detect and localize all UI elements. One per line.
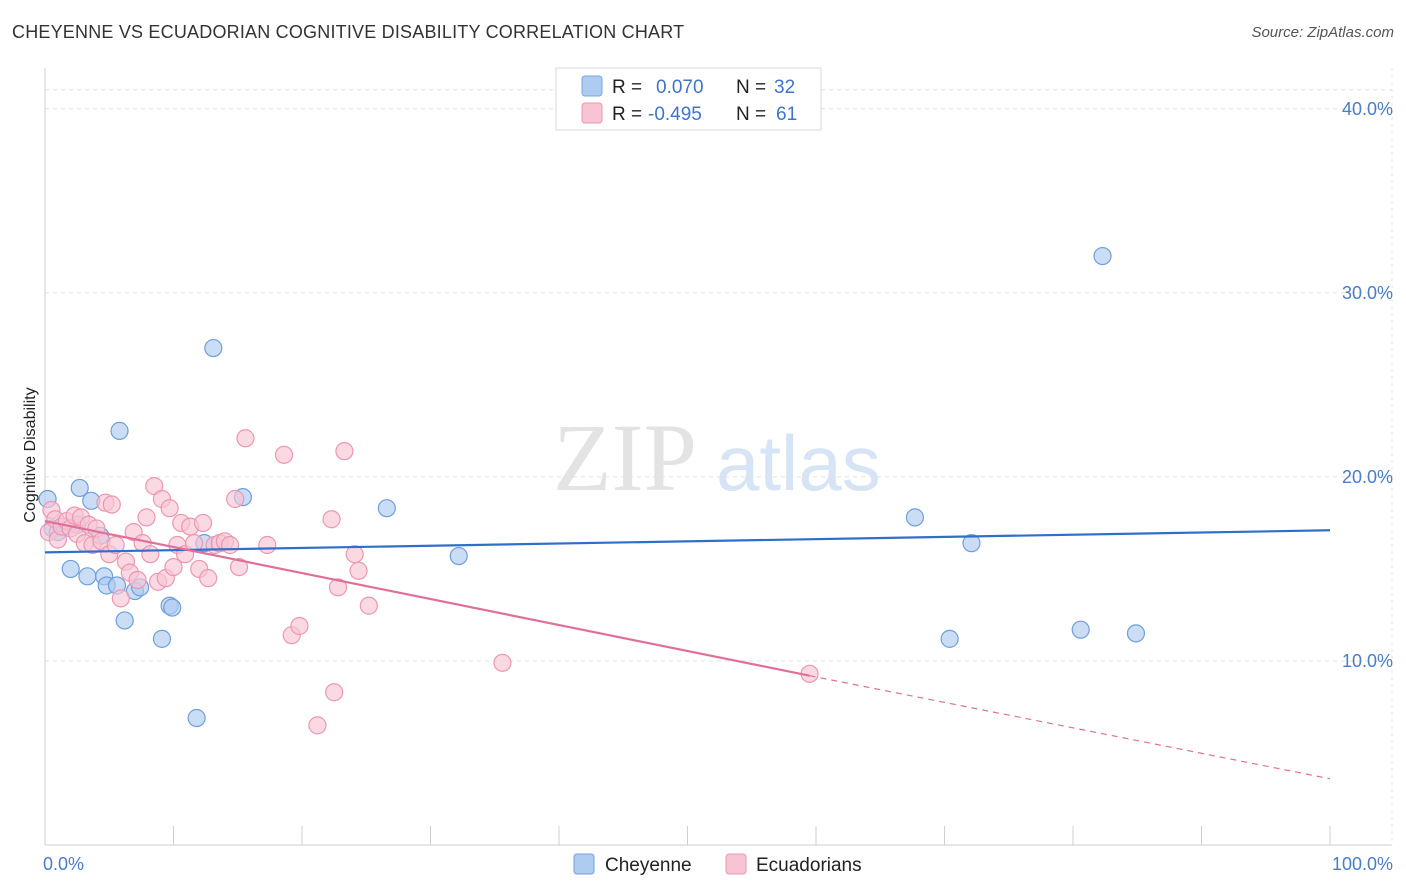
point-ecuadorians: [328, 578, 348, 597]
point-ecuadorians: [325, 683, 344, 702]
point-ecuadorians: [226, 489, 245, 509]
point-ecuadorians: [128, 570, 147, 590]
point-cheyenne: [61, 559, 80, 579]
bottom-legend-swatch-cheyenne: [573, 853, 595, 875]
point-ecuadorians: [160, 499, 179, 518]
tick-labels: 10.0% 20.0% 30.0% 40.0% 0.0% 100.0%: [43, 99, 1393, 874]
point-ecuadorians: [193, 513, 213, 533]
point-ecuadorians: [164, 557, 183, 577]
point-cheyenne: [110, 421, 129, 440]
point-cheyenne: [1126, 624, 1146, 643]
legend-n-label-ecuadorians: N =: [736, 104, 766, 125]
y-tick-label: 10.0%: [1342, 651, 1393, 671]
data-points: [38, 246, 1146, 735]
point-ecuadorians: [229, 557, 249, 577]
point-cheyenne: [1093, 246, 1112, 266]
legend-n-label-cheyenne: N =: [736, 77, 766, 98]
point-cheyenne: [377, 499, 396, 518]
point-cheyenne: [152, 629, 172, 648]
watermark-atlas: atlas: [716, 419, 881, 507]
watermark-zip: ZIP: [553, 404, 697, 511]
point-ecuadorians: [258, 535, 277, 555]
point-cheyenne: [962, 534, 981, 553]
x-tick-label-min: 0.0%: [43, 854, 84, 874]
point-ecuadorians: [137, 508, 156, 527]
axes: [44, 68, 1393, 846]
y-tick-label: 20.0%: [1342, 467, 1393, 487]
point-ecuadorians: [345, 545, 364, 564]
legend-swatch-ecuadorians: [581, 102, 603, 124]
bottom-legend-swatch-ecuadorians: [725, 853, 747, 875]
point-cheyenne: [187, 708, 206, 728]
legend-n-value-ecuadorians: 61: [776, 104, 797, 125]
legend-r-label-ecuadorians: R =: [612, 104, 642, 125]
legend-swatch-cheyenne: [581, 75, 603, 97]
point-ecuadorians: [199, 569, 218, 588]
point-cheyenne: [78, 567, 97, 586]
source-label: Source: ZipAtlas.com: [1251, 24, 1394, 41]
point-cheyenne: [1071, 620, 1090, 639]
point-cheyenne: [905, 508, 925, 527]
legend-n-value-cheyenne: 32: [774, 77, 795, 98]
point-ecuadorians: [322, 510, 341, 529]
legend-r-value-ecuadorians: -0.495: [648, 104, 702, 125]
chart-title: CHEYENNE VS ECUADORIAN COGNITIVE DISABIL…: [12, 22, 685, 42]
point-ecuadorians: [359, 596, 378, 615]
trend-line-ecuadorians: [44, 519, 810, 677]
trend-line-dashed-ecuadorians: [809, 675, 1331, 780]
point-ecuadorians: [274, 445, 294, 464]
point-cheyenne: [115, 611, 134, 630]
point-ecuadorians: [106, 535, 125, 555]
trend-line-cheyenne: [44, 529, 1331, 554]
point-cheyenne: [940, 629, 959, 648]
y-axis-label: Cognitive Disability: [22, 387, 39, 522]
y-tick-label: 30.0%: [1342, 283, 1393, 303]
point-cheyenne: [204, 338, 223, 358]
point-ecuadorians: [141, 545, 160, 564]
point-ecuadorians: [335, 442, 354, 461]
legend-r-value-cheyenne: 0.070: [656, 77, 704, 98]
point-ecuadorians: [220, 535, 240, 555]
point-cheyenne: [449, 546, 468, 566]
point-ecuadorians: [111, 589, 130, 608]
point-ecuadorians: [290, 616, 309, 636]
point-ecuadorians: [308, 716, 327, 735]
bottom-legend: Cheyenne Ecuadorians: [573, 853, 862, 876]
bottom-legend-label-ecuadorians: Ecuadorians: [756, 855, 862, 876]
watermark: ZIP atlas: [553, 404, 881, 511]
point-ecuadorians: [102, 495, 121, 514]
point-cheyenne: [163, 598, 182, 617]
point-ecuadorians: [236, 429, 255, 448]
point-ecuadorians: [349, 561, 368, 580]
x-tick-label-max: 100.0%: [1332, 854, 1393, 874]
top-legend: R = 0.070 N = 32 R = -0.495 N = 61: [555, 67, 822, 131]
gridlines: [45, 89, 1392, 662]
bottom-legend-label-cheyenne: Cheyenne: [605, 855, 692, 876]
y-tick-label: 40.0%: [1342, 99, 1393, 119]
trend-lines: [44, 519, 1331, 780]
legend-r-label-cheyenne: R =: [612, 77, 642, 98]
point-cheyenne: [70, 478, 89, 498]
point-ecuadorians: [493, 653, 512, 672]
